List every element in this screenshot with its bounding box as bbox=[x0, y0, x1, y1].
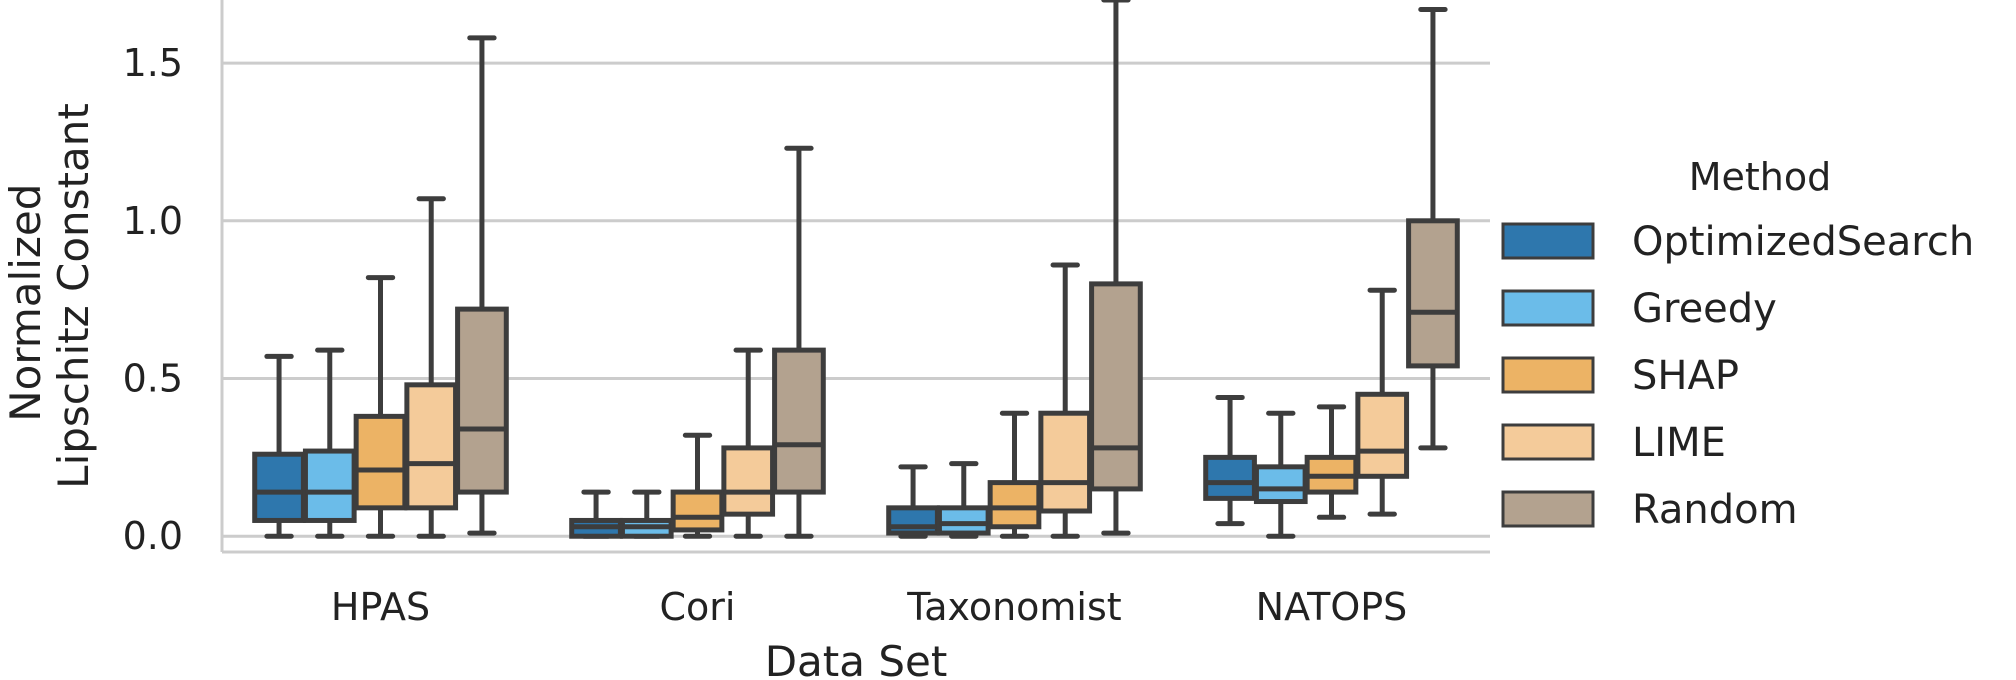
y-tick-labels: 0.0 0.5 1.0 1.5 bbox=[123, 41, 183, 558]
y-axis-label-line-2: Lipschitz Constant bbox=[49, 103, 98, 489]
box-iqr bbox=[1406, 218, 1460, 369]
legend-swatch bbox=[1501, 289, 1595, 327]
box-optimizedsearch-natops bbox=[1203, 394, 1257, 527]
box-iqr bbox=[404, 382, 459, 511]
box-lime-hpas bbox=[404, 196, 459, 539]
box-shap-natops bbox=[1304, 404, 1359, 520]
axes bbox=[220, 0, 1490, 554]
x-tick-label: HPAS bbox=[331, 585, 430, 629]
box-optimizedsearch-hpas bbox=[252, 353, 306, 539]
x-tick-label: Cori bbox=[660, 585, 736, 629]
box-iqr bbox=[455, 306, 509, 495]
box-iqr bbox=[1355, 391, 1410, 479]
box-iqr bbox=[721, 445, 776, 517]
legend-item-optimizedsearch: OptimizedSearch bbox=[1501, 219, 1974, 265]
box-iqr bbox=[302, 448, 357, 523]
y-tick-label: 0.0 bbox=[123, 514, 183, 558]
y-tick-label: 0.5 bbox=[123, 357, 183, 401]
legend-item-shap: SHAP bbox=[1501, 353, 1739, 399]
y-axis-label: Normalized Lipschitz Constant bbox=[1, 103, 98, 489]
box-iqr bbox=[1038, 410, 1093, 514]
legend-item-greedy: Greedy bbox=[1501, 286, 1777, 332]
box-iqr bbox=[353, 413, 408, 511]
x-tick-label: Taxonomist bbox=[906, 585, 1121, 629]
box-plot-groups bbox=[252, 0, 1460, 539]
legend-label: OptimizedSearch bbox=[1632, 219, 1974, 265]
box-iqr bbox=[886, 505, 940, 536]
box-shap-hpas bbox=[353, 275, 408, 539]
legend-title: Method bbox=[1689, 155, 1832, 199]
x-tick-label: NATOPS bbox=[1256, 585, 1408, 629]
box-lime-taxonomist bbox=[1038, 262, 1093, 539]
box-random-hpas bbox=[455, 35, 509, 536]
box-iqr bbox=[252, 451, 306, 523]
legend-label: Greedy bbox=[1632, 286, 1777, 332]
legend-swatch bbox=[1501, 490, 1595, 528]
box-iqr bbox=[987, 480, 1042, 530]
x-axis-label: Data Set bbox=[765, 637, 948, 680]
box-optimizedsearch-taxonomist bbox=[886, 464, 940, 539]
legend-label: Random bbox=[1632, 487, 1798, 533]
box-iqr bbox=[670, 489, 725, 533]
box-iqr bbox=[1203, 454, 1257, 501]
box-iqr bbox=[1253, 464, 1308, 505]
box-iqr bbox=[1089, 281, 1143, 492]
legend-item-lime: LIME bbox=[1501, 420, 1726, 466]
box-lime-natops bbox=[1355, 287, 1410, 517]
legend-label: SHAP bbox=[1632, 353, 1739, 399]
y-tick-label: 1.5 bbox=[123, 41, 183, 85]
box-iqr bbox=[936, 505, 991, 536]
box-iqr bbox=[772, 347, 826, 495]
legend-swatch bbox=[1501, 423, 1595, 461]
box-random-taxonomist bbox=[1089, 0, 1143, 536]
box-random-cori bbox=[772, 145, 826, 539]
x-tick-labels: HPAS Cori Taxonomist NATOPS bbox=[331, 585, 1407, 629]
y-tick-label: 1.0 bbox=[123, 199, 183, 243]
legend-swatch bbox=[1501, 222, 1595, 260]
box-optimizedsearch-cori bbox=[569, 489, 623, 539]
box-greedy-cori bbox=[619, 489, 674, 539]
legend-item-random: Random bbox=[1501, 487, 1798, 533]
box-greedy-natops bbox=[1253, 410, 1308, 539]
legend: Method OptimizedSearch Greedy SHAP LIME Rand… bbox=[1501, 155, 1974, 533]
legend-items: OptimizedSearch Greedy SHAP LIME Random bbox=[1501, 219, 1974, 533]
box-random-natops bbox=[1406, 6, 1460, 451]
legend-swatch bbox=[1501, 356, 1595, 394]
box-shap-cori bbox=[670, 432, 725, 539]
box-greedy-taxonomist bbox=[936, 461, 991, 539]
y-axis-label-line-1: Normalized bbox=[1, 184, 50, 422]
box-shap-taxonomist bbox=[987, 410, 1042, 539]
legend-label: LIME bbox=[1632, 420, 1726, 466]
